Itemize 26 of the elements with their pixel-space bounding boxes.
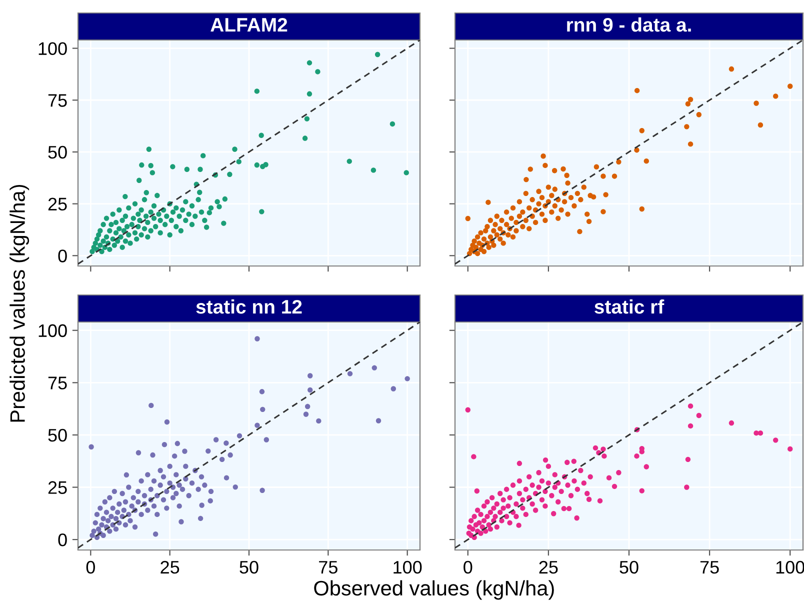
y-tick-label: 75	[48, 94, 67, 107]
y-tick-label: 50	[48, 428, 67, 442]
x-tick-label: 0	[464, 560, 472, 574]
x-tick-label: 0	[86, 560, 95, 574]
x-tick-label: 25	[160, 560, 180, 574]
x-tick-label: 100	[394, 560, 422, 574]
y-tick-label: 100	[38, 324, 67, 338]
x-tick-label: 50	[240, 560, 258, 574]
chart-title: ALFAM2	[210, 18, 288, 32]
y-tick-label: 0	[58, 250, 67, 262]
x-axis-title: Observed values (kgN/ha)	[314, 580, 554, 600]
chart-title: rnn 9 - data a.	[567, 17, 691, 32]
chart-title: static nn 12	[196, 299, 302, 314]
y-tick-label: 75	[48, 376, 67, 390]
y-tick-label: 50	[48, 146, 67, 159]
x-tick-label: 75	[700, 561, 719, 574]
y-tick-label: 0	[58, 533, 67, 546]
y-tick-label: 25	[48, 481, 67, 494]
x-tick-label: 25	[539, 560, 558, 574]
x-tick-label: 75	[319, 561, 338, 574]
y-tick-label: 100	[38, 42, 67, 56]
x-tick-label: 100	[776, 560, 804, 574]
x-tick-label: 50	[620, 560, 638, 574]
y-tick-label: 25	[48, 198, 67, 211]
chart-title: static rf	[594, 299, 664, 314]
y-axis-title: Predicted values (kgN/ha)	[10, 184, 30, 422]
